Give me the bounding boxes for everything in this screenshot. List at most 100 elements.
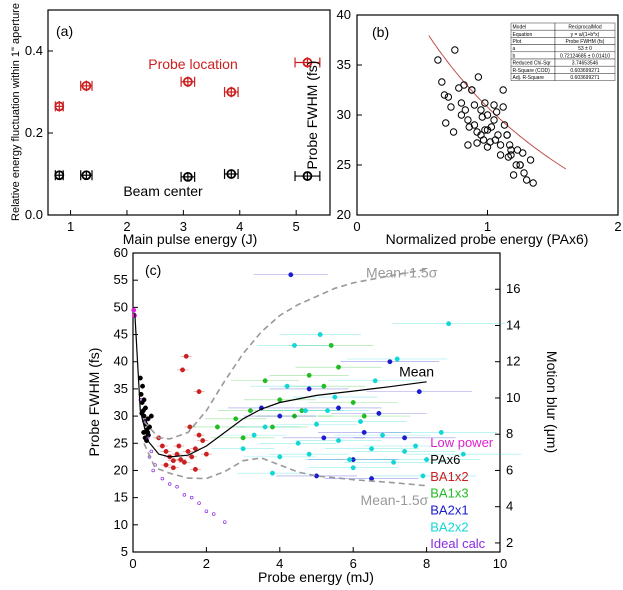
fit-table-value: 0.603699271 (570, 75, 599, 81)
panel-c-point (376, 410, 382, 416)
panel-c-letter: (c) (145, 262, 161, 278)
panel-c-ytick-label: 60 (114, 245, 128, 260)
panel-c-y2tick-label: 4 (506, 499, 513, 514)
panel-b-point (477, 106, 485, 114)
panel-c-ytick-label: 25 (114, 435, 128, 450)
panel-c-xtick-label: 0 (129, 556, 136, 571)
panel-a-ytick-label: 0.2 (25, 125, 43, 140)
panel-b-point (483, 143, 492, 151)
panel-c-point (416, 389, 422, 395)
panel-a-point (54, 170, 65, 181)
panel-c-point (163, 448, 169, 454)
panel-c-point (240, 435, 246, 441)
panel-c-point (314, 421, 319, 427)
panel-b-point (461, 106, 470, 114)
panel-a-point (81, 80, 92, 91)
fit-table-value: y = a/(1+b*x) (571, 32, 600, 38)
panel-b-ylabel: Probe FWHM (fs) (304, 61, 320, 170)
panel-c-point (170, 458, 176, 464)
panel-a-point (81, 170, 92, 181)
panel-c-point (233, 416, 239, 422)
panel-c-ytick-label: 20 (114, 462, 128, 477)
panel-a-probe-label: Probe location (148, 56, 238, 72)
panel-c-ytick-label: 10 (114, 517, 128, 532)
panel-a-xtick-label: 1 (67, 219, 74, 234)
panel-c-point (214, 424, 220, 430)
panel-b-point (529, 179, 537, 187)
panel-b-xtick-label: 2 (614, 219, 621, 234)
panel-b-point (503, 131, 511, 139)
panel-c-point (358, 419, 363, 424)
panel-c-ytick-label: 35 (114, 381, 128, 396)
fit-table-cell (510, 51, 556, 60)
panel-c-point (350, 400, 356, 405)
panel-c-point (145, 416, 151, 422)
panel-b-point (520, 169, 528, 177)
panel-b-point (496, 141, 505, 149)
panel-c-point (336, 405, 341, 411)
panel-c-xtick-label: 6 (350, 556, 357, 571)
panel-c-point (167, 482, 172, 486)
panel-c-point (148, 413, 154, 419)
panel-c-line (134, 312, 427, 458)
panel-c-point (380, 432, 386, 438)
panel-c-ytick-label: 55 (114, 272, 128, 287)
panel-b-point (440, 91, 449, 99)
panel-b-point (478, 113, 486, 121)
fit-table-key: Adj. R-Square (513, 75, 545, 81)
panel-b-point (470, 101, 479, 109)
panel-c-point (159, 443, 165, 449)
panel-c-point (372, 378, 378, 384)
panel-a-ytick-label: 0.0 (25, 207, 43, 222)
panel-c-xtick-label: 10 (493, 556, 507, 571)
panel-b-point (494, 131, 502, 139)
panel-b-fit-curve (428, 35, 567, 170)
fit-table-key: Plot (513, 39, 522, 45)
panel-c-y2tick-label: 8 (506, 426, 513, 441)
panel-c-y2tick-label: 16 (506, 281, 520, 296)
panel-c-point (317, 332, 323, 337)
panel-c-point (336, 438, 341, 444)
panel-c-y2tick-label: 6 (506, 462, 513, 477)
panel-c-point (277, 454, 283, 460)
fit-table-cell (510, 44, 556, 53)
panel-c-point (196, 389, 202, 395)
panel-c-ytick-label: 15 (114, 490, 128, 505)
panel-c-point (187, 424, 193, 430)
panel-a-xtick-label: 5 (293, 219, 300, 234)
fit-table-value: 0.603699271 (570, 68, 599, 74)
panel-b-point (464, 116, 472, 124)
panel-c-point (270, 470, 275, 476)
panel-c-point (192, 466, 198, 472)
panel-a-point (226, 87, 237, 97)
panel-c-point (306, 451, 312, 457)
panel-c-y2label: Motion blur (μm) (544, 351, 560, 453)
panel-b-point (490, 101, 498, 109)
panel-a-point (54, 101, 65, 112)
panel-c-point (223, 520, 227, 524)
panel-b-point (516, 161, 524, 169)
panel-c-point (151, 468, 155, 473)
panel-b-point (526, 156, 535, 164)
panel-c-point (369, 446, 374, 452)
panel-c-point (196, 432, 202, 438)
panel-c: (c) Probe energy (mJ) Probe FWHM (fs) Mo… (86, 245, 560, 585)
panel-c-ylabel: Probe FWHM (fs) (86, 348, 102, 457)
panel-b-xtick-label: 0 (353, 219, 360, 234)
panel-c-y2tick-label: 14 (506, 317, 520, 332)
panel-c-point (181, 459, 187, 465)
panel-a-xtick-label: 2 (123, 219, 130, 234)
panel-c-point (197, 501, 201, 505)
panel-a-frame (47, 9, 331, 216)
panel-b-point (434, 56, 442, 64)
panel-c-point (203, 451, 209, 457)
panel-c-point (211, 512, 216, 516)
fit-table-key: Reduced Chi-Sqr (513, 61, 552, 67)
panel-c-point (175, 485, 179, 489)
fit-table-value: Probe FWHM (fs) (566, 39, 605, 45)
panel-c-point (140, 383, 145, 389)
panel-a-xtick-label: 4 (236, 219, 243, 234)
panel-b-point (473, 139, 481, 147)
